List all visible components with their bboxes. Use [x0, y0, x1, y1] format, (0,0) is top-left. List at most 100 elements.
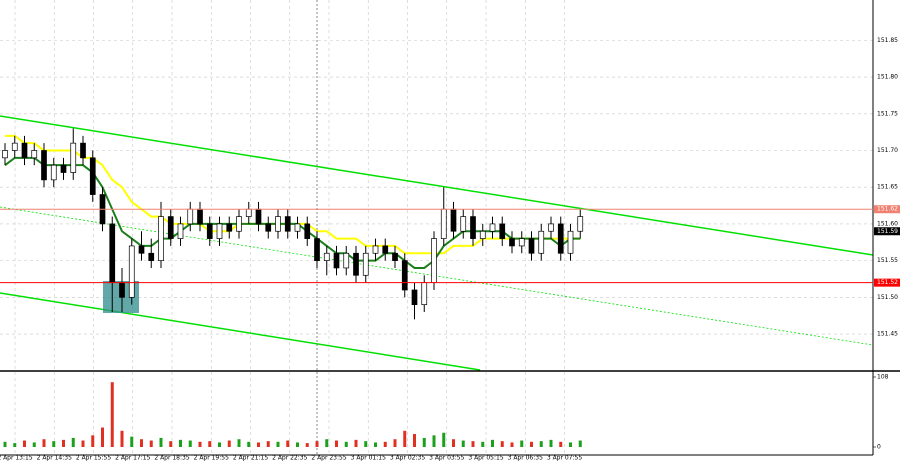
candle-body [518, 238, 525, 247]
volume-bar [315, 441, 319, 447]
candle-body [50, 164, 57, 181]
candle-body [294, 223, 301, 232]
x-tick-label: 2 Apr 14:35 [37, 455, 72, 462]
candle-body [167, 216, 174, 239]
x-tick-label: 2 Apr 23:55 [311, 455, 346, 462]
candle-body [382, 245, 389, 254]
trend-line [0, 292, 481, 371]
volume-bar [578, 440, 582, 447]
candle-body [343, 252, 350, 269]
trend-line [0, 115, 874, 256]
volume-bar [218, 442, 221, 447]
volume-bar [344, 441, 348, 447]
candle-body [538, 230, 545, 254]
candle-body [372, 245, 379, 254]
volume-bar [383, 441, 387, 447]
candle-body [431, 238, 437, 283]
candle-body [411, 289, 418, 306]
candle-body [314, 238, 320, 261]
volume-bar [452, 439, 455, 447]
x-tick-label: 3 Apr 01:15 [351, 455, 386, 462]
candle-body [528, 238, 535, 254]
volume-bar [188, 440, 192, 447]
candle-body [187, 208, 194, 225]
y-tick-label: 151.55 [877, 257, 898, 264]
x-tick-label: 2 Apr 22:35 [272, 455, 307, 462]
candle-body [60, 164, 67, 173]
y-tick-label: 151.85 [877, 37, 898, 44]
y-tick-label: 151.80 [877, 74, 898, 81]
candle-body [304, 223, 311, 239]
volume-bar [539, 441, 543, 447]
candle-body [401, 260, 408, 291]
candle-body [392, 252, 398, 261]
candle-body [333, 252, 340, 269]
volume-bar [3, 441, 7, 447]
x-tick-label: 2 Apr 17:15 [115, 455, 150, 462]
candle-body [567, 230, 574, 254]
volume-bar [208, 441, 212, 447]
candle-body [479, 230, 486, 239]
x-tick-label: 3 Apr 06:35 [508, 455, 543, 462]
candle-body [31, 150, 38, 159]
volume-bar [569, 442, 572, 447]
volume-bar [266, 441, 270, 447]
x-tick-label: 3 Apr 02:35 [390, 455, 425, 462]
candle-body [21, 142, 28, 159]
candle-body [265, 223, 272, 232]
volume-bar [159, 437, 163, 447]
candle-body [284, 216, 291, 232]
candle-body [470, 216, 476, 239]
candle-body [158, 216, 164, 261]
x-tick-label: 2 Apr 21:15 [233, 455, 268, 462]
volume-bar [559, 441, 563, 447]
candle-body [489, 223, 496, 232]
last-price-tag [874, 227, 900, 236]
volume-bar [81, 440, 85, 447]
x-tick-label: 3 Apr 07:55 [547, 455, 582, 462]
candle-body [323, 252, 330, 261]
volume-bar [530, 441, 533, 447]
candle-body [353, 252, 359, 276]
volume-bar [422, 437, 426, 447]
candle-body [509, 238, 515, 247]
volume-bar [13, 443, 17, 447]
candle-body [499, 223, 506, 239]
candle-body [80, 142, 86, 159]
candle-body [128, 245, 135, 298]
grid [0, 0, 876, 455]
candle-body [275, 216, 281, 232]
volume-bar [442, 432, 446, 447]
volume-bar [227, 440, 231, 447]
volume-bar [149, 440, 153, 447]
volume-bar [296, 442, 299, 447]
candle-body [206, 223, 213, 239]
candle-body [138, 245, 145, 254]
price-level-label: 151.62 [877, 206, 898, 213]
volume-bar [140, 439, 143, 447]
candle-body [460, 216, 467, 232]
volume-bar [374, 442, 377, 447]
volume-bar [413, 434, 416, 447]
volume-bar [364, 441, 368, 447]
volume-bar [179, 439, 182, 447]
y-tick-label: 151.75 [877, 110, 898, 117]
volume-bar [62, 439, 65, 447]
price-level-tag [874, 205, 900, 214]
volume-bar [257, 442, 260, 447]
x-tick-label: 3 Apr 05:15 [468, 455, 503, 462]
volume-bar [549, 439, 553, 447]
x-tick-label: 2 Apr 15:55 [76, 455, 111, 462]
volume-bar [52, 441, 56, 447]
candle-body [177, 223, 184, 239]
candle-body [255, 208, 262, 225]
x-tick-label: 2 Apr 13:15 [0, 455, 33, 462]
volume-bar [71, 437, 75, 447]
candle-body [450, 208, 457, 232]
candle-body [557, 223, 564, 254]
volume-bar [130, 436, 134, 447]
volume-bar [510, 442, 514, 447]
candle-body [236, 216, 242, 232]
volume-bar [23, 440, 26, 447]
price-level-label: 151.52 [877, 279, 898, 286]
